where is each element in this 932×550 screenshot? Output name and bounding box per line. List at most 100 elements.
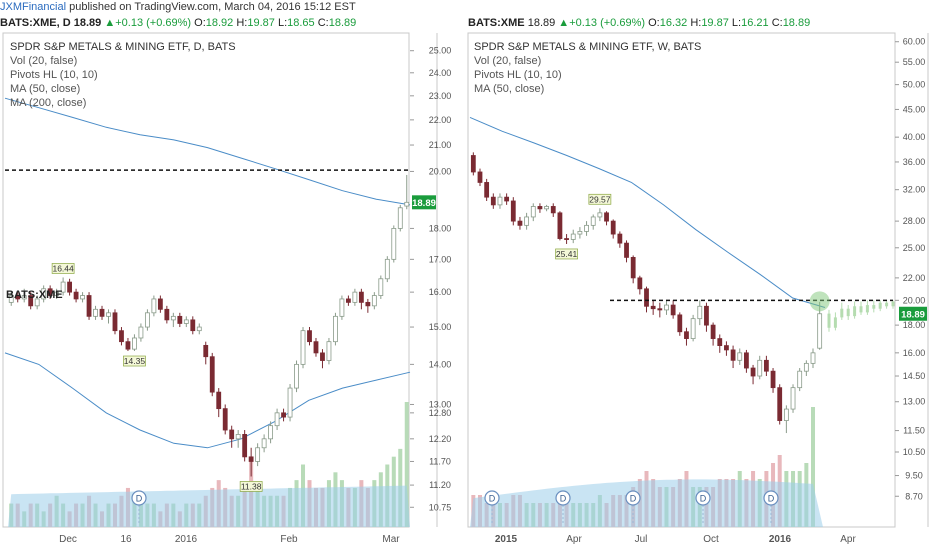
weekly-candle-body [590,216,596,226]
left-change: +0.13 (+0.69%) [115,17,192,29]
dividend-icon [625,490,641,506]
daily-candle-body [125,341,131,350]
weekly-candle-body [557,212,563,239]
daily-y-tick-label: 20.00 [429,166,452,176]
weekly-candle-body [710,324,716,339]
weekly-candle-body [524,216,530,226]
left-low: 18.65 [287,17,315,29]
daily-pivot-label: 14.35 [124,356,146,366]
weekly-candle-body [577,231,583,235]
weekly-candle-body [750,367,756,377]
weekly-projection-body [872,305,876,309]
daily-x-tick-label: Mar [382,534,400,545]
right-symbol: BATS:XME [468,17,525,29]
daily-legend-ma50: MA (50, close) [10,83,80,95]
dividend-icon [484,490,500,506]
daily-candle-body [183,319,189,324]
weekly-candle-body [690,318,696,339]
daily-plot-frame [2,32,410,528]
weekly-candle-body [697,305,703,320]
daily-candle-body [112,312,118,332]
weekly-projection-body [859,306,863,313]
weekly-projection-body [865,305,869,313]
daily-candle-body [41,288,47,300]
weekly-ma50-line [469,116,826,308]
publish-info: JXMFinancial published on TradingView.co… [0,0,932,14]
weekly-candle-body [790,387,796,410]
daily-y-tick-label: 25.00 [429,46,452,56]
weekly-candle-body [510,200,516,222]
dividend-icon-label: D [700,494,707,504]
daily-candle-body [352,291,358,303]
weekly-candle-body [684,331,689,339]
daily-pivot-label: 16.44 [52,263,74,273]
weekly-pivot-label: 25.41 [556,249,578,259]
weekly-pivot-label-box [588,193,612,205]
weekly-y-tick-label: 14.50 [903,371,926,381]
weekly-projection-body [891,301,895,307]
daily-candle-body [294,363,299,389]
daily-y-tick-label: 11.70 [429,456,451,466]
daily-candle-body [313,341,319,354]
daily-candle-body [21,295,27,300]
daily-y-tick-label: 13.00 [429,399,452,409]
weekly-candle-body [517,220,523,226]
daily-candle-body [274,412,280,427]
daily-candle-body [34,298,40,307]
weekly-candle-body [564,238,569,240]
weekly-price-tag [899,306,927,321]
weekly-candle-body [783,408,789,421]
daily-legend-title: SPDR S&P METALS & MINING ETF, D, BATS [10,41,236,53]
weekly-projection-body [846,308,850,317]
daily-pivot-label-box [239,481,263,492]
weekly-y-tick-label: 55.00 [903,57,926,67]
weekly-candle-body [657,308,663,311]
daily-price-tag-label: 18.89 [412,198,436,209]
daily-pivot-label-box [123,355,146,367]
weekly-plot-frame [467,32,896,528]
weekly-candle-body [550,206,556,214]
weekly-candle-body [597,212,603,218]
daily-candle-body [326,341,332,361]
left-symbol: BATS:XME, D [0,17,71,29]
weekly-y-tick-label: 10.50 [903,447,926,457]
daily-candle-body [404,201,410,207]
weekly-pivot-label: 29.57 [589,194,611,204]
dividend-icon-label: D [560,494,567,504]
daily-candle-body [358,291,364,303]
right-close: 18.89 [782,17,811,29]
daily-candle-body [47,288,53,296]
daily-candle-body [132,337,137,350]
weekly-candle-body [810,352,816,364]
daily-y-tick-label: 12.80 [429,408,452,418]
weekly-x-tick-label: 2015 [495,534,518,545]
weekly-candle-body [803,362,809,372]
author-link[interactable]: JXMFinancial [0,1,67,13]
weekly-candle-body [677,314,683,333]
weekly-legend-vol: Vol (20, false) [474,55,541,67]
daily-y-tick-label: 24.00 [429,68,452,78]
weekly-x-tick-label: Jul [635,534,648,545]
daily-candle-body [99,308,105,317]
right-low: 16.21 [741,17,769,29]
weekly-projection-body [840,308,844,318]
daily-y-tick-label: 16.00 [429,287,452,297]
weekly-y-tick-label: 13.00 [903,397,926,407]
daily-y-tick-label: 18.00 [429,223,452,233]
weekly-price-tag-label: 18.89 [901,309,925,320]
weekly-candle-body [670,304,676,316]
right-change: +0.13 (+0.69%) [569,17,646,29]
weekly-candle-body [537,206,543,210]
weekly-candle-body [763,359,769,372]
weekly-candle-body [530,206,536,218]
daily-candle-body [255,447,261,462]
weekly-x-tick-label: 2016 [769,534,792,545]
weekly-candle-body [777,387,783,421]
weekly-legend-title: SPDR S&P METALS & MINING ETF, W, BATS [474,41,701,53]
weekly-candle-body [737,352,743,361]
daily-candle-body [248,456,254,462]
daily-x-tick-label: 2016 [175,534,198,545]
dividend-icon-label: D [489,494,496,504]
